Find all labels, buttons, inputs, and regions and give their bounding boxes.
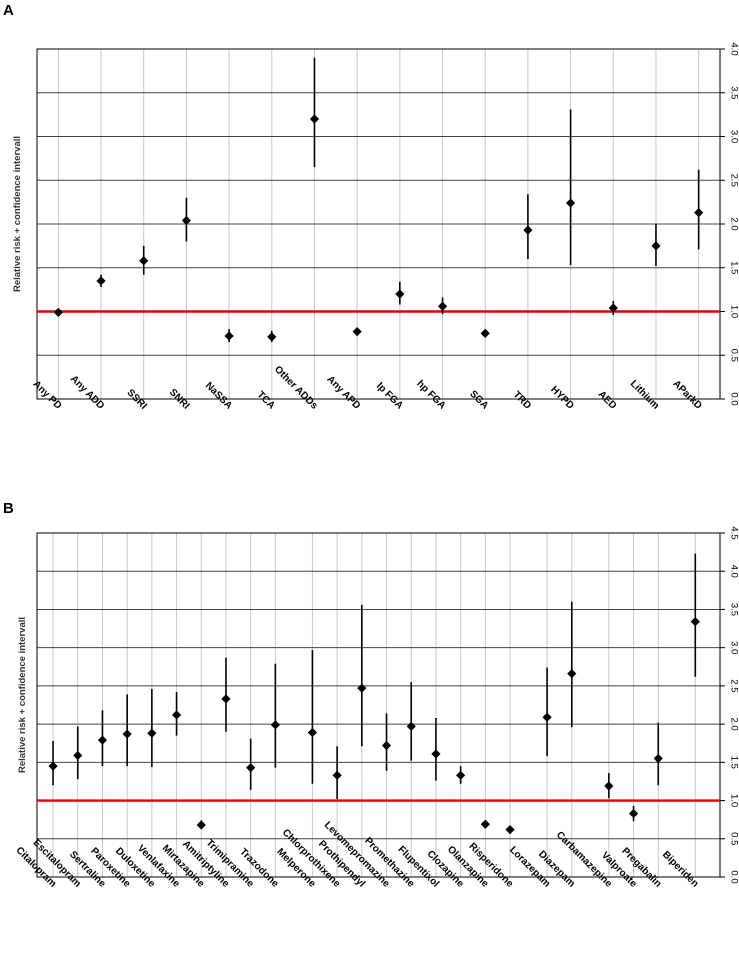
y-tick-label: 0.0: [729, 392, 739, 405]
point-melperone: [307, 727, 318, 738]
y-tick-label: 2.5: [729, 679, 739, 692]
y-tick-label: 3.5: [729, 86, 739, 99]
point-chlorprothixene: [332, 770, 342, 780]
category-label-sga: SGA: [467, 389, 490, 412]
plot-frame: [36, 48, 721, 400]
y-tick-label: 1.5: [729, 756, 739, 769]
category-label-hypd: HYPD: [548, 384, 575, 411]
point-sga: [480, 328, 490, 338]
point-trimipramine: [246, 763, 256, 773]
point-aparkd: [694, 208, 704, 218]
point-any-pd: [53, 307, 63, 317]
point-carbamazepine: [604, 781, 614, 791]
point-promethazine: [406, 721, 416, 732]
y-tick-label: 2.0: [729, 217, 739, 230]
y-tick-label: 1.0: [729, 794, 739, 807]
point-venlafaxine: [171, 710, 182, 720]
point-diazepam: [567, 669, 577, 679]
category-label-any-apd: Any APD: [325, 374, 363, 412]
y-tick-label: 0.0: [729, 870, 739, 883]
point-duloxetine: [147, 728, 157, 738]
point-lithium: [651, 241, 661, 251]
category-label-trd: TRD: [511, 389, 533, 411]
point-biperiden: [690, 617, 700, 627]
y-tick-label: 0.5: [729, 832, 739, 845]
category-label-aed: AED: [596, 389, 619, 412]
y-tick-label: 2.5: [729, 174, 739, 187]
category-label-biperiden: Biperiden: [660, 849, 700, 889]
point-paroxetine: [122, 729, 132, 739]
y-tick-label: 1.5: [729, 261, 739, 274]
point-any-add: [96, 276, 106, 286]
panel-b-plot: 0.0 0.5 1.0 1.5 2.0 2.5 3.0 3.5 4.0 4.5 Relative r…: [13, 526, 739, 890]
plot-frame: [36, 532, 721, 878]
point-prothipendyl: [357, 683, 367, 693]
point-amitriptyline: [221, 694, 231, 704]
point-sertraline: [97, 735, 108, 745]
panel-a: A 0.0 0.5 1.0 1.5 2.0 2.5 3.0 3.5 4.0 Relative ri…: [3, 2, 739, 412]
point-citalopram: [48, 761, 58, 771]
category-label-any-add: Any ADD: [68, 373, 106, 411]
y-tick-label: 0.5: [729, 349, 739, 362]
y-tick-label: 4.0: [729, 565, 739, 578]
point-ssri: [139, 256, 149, 266]
point-hp-fga: [437, 301, 448, 311]
y-axis-label: Relative risk + confidence intervall: [12, 136, 23, 292]
point-pregabalin: [653, 753, 663, 764]
point-valproate: [628, 808, 639, 819]
panel-b-label: B: [3, 500, 14, 517]
point-mirtazapine: [196, 820, 206, 830]
category-label-other-adds: Other ADDs: [272, 364, 320, 412]
y-tick-label: 4.0: [729, 42, 739, 55]
point-lp-fga: [395, 289, 405, 299]
y-tick-label: 3.0: [729, 641, 739, 654]
point-olanzapine: [480, 819, 490, 829]
panel-b: B 0.0 0.5 1.0 1.5 2.0 2.5 3.0 3.5 4.0 4.5 Relative…: [3, 500, 739, 890]
y-axis-label: Relative risk + confidence intervall: [17, 617, 28, 773]
point-aed: [608, 303, 618, 313]
category-label-ssri: SSRI: [125, 387, 149, 411]
point-nassa: [224, 331, 234, 341]
point-any-apd: [352, 327, 362, 337]
point-risperidone: [505, 825, 515, 835]
point-hypd: [565, 198, 576, 208]
point-flupentixol: [431, 749, 441, 759]
y-tick-label: 2.0: [729, 718, 739, 731]
point-trazodone: [270, 720, 280, 730]
point-escitalopram: [73, 750, 83, 761]
y-tick-label: 4.5: [729, 526, 739, 539]
panel-a-plot: 0.0 0.5 1.0 1.5 2.0 2.5 3.0 3.5 4.0 Relative risk…: [12, 42, 739, 412]
point-clozapine: [456, 770, 466, 780]
point-snri: [181, 215, 192, 226]
y-tick-label: 3.5: [729, 603, 739, 616]
point-other-adds: [309, 114, 320, 124]
y-tick-label: 1.0: [729, 305, 739, 318]
panel-a-label: A: [3, 2, 14, 19]
y-tick-label: 3.0: [729, 130, 739, 143]
category-label-tca: TCA: [255, 389, 277, 411]
point-levomepromazine: [381, 740, 392, 751]
point-tca: [267, 332, 277, 342]
point-lorazepam: [542, 712, 552, 722]
point-trd: [523, 225, 533, 235]
